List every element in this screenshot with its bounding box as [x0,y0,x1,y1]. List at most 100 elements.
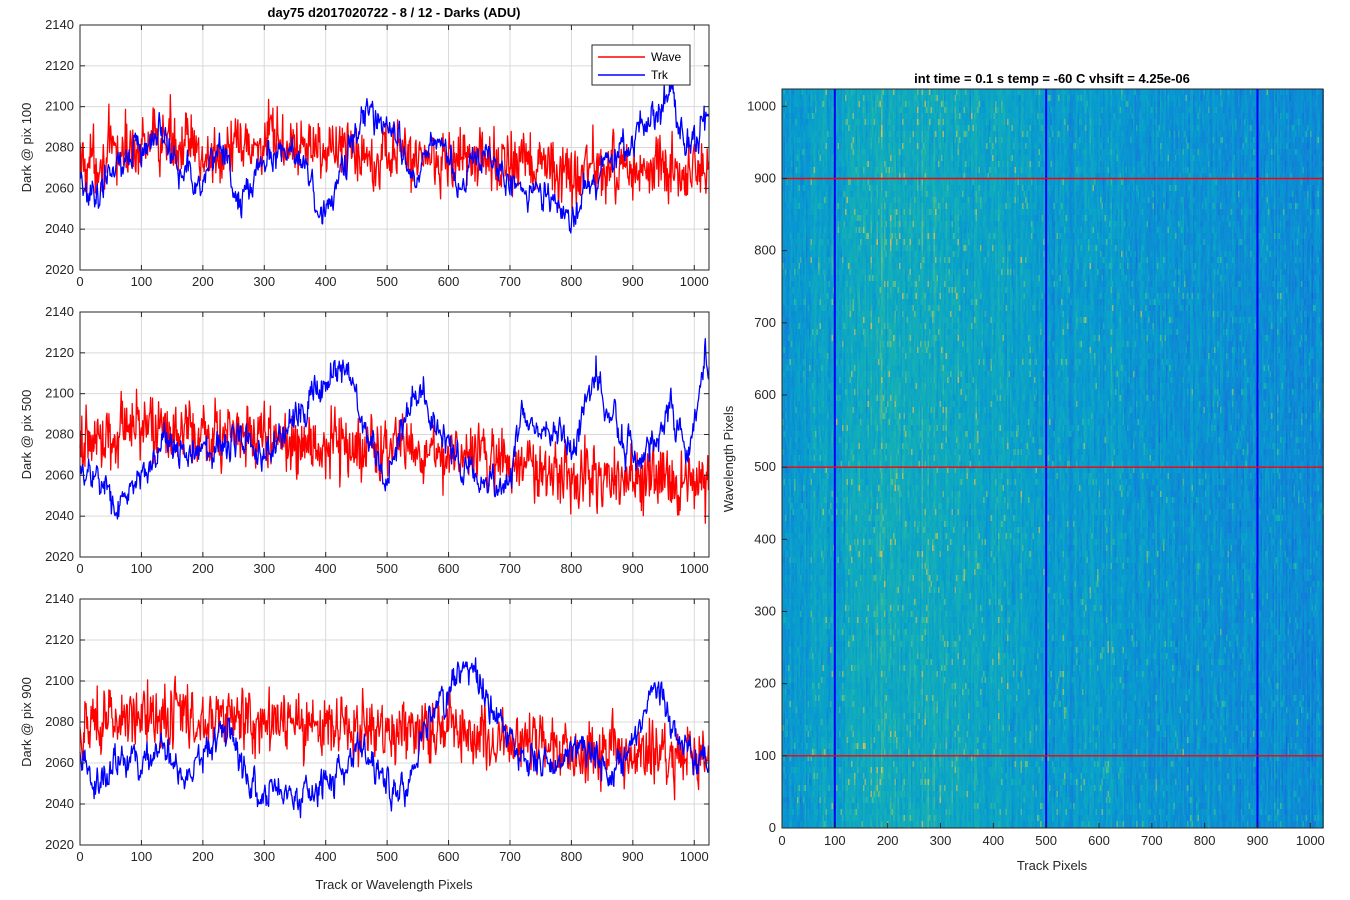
heatmap-cell [783,473,786,480]
heatmap-cell [798,641,801,648]
heatmap-cell [798,623,801,630]
heatmap-cell [782,497,784,504]
heatmap-cell [783,455,786,462]
heatmap-cell [800,125,802,132]
heatmap-cell [792,647,795,654]
heatmap-cell [785,179,787,186]
heatmap-cell [795,635,798,642]
heatmap-cell [794,509,796,516]
heatmap-cell [798,413,801,420]
heatmap-cell [791,551,793,558]
heatmap-cell [782,275,784,282]
heatmap-cell [786,683,789,690]
heatmap-cell [789,353,792,360]
heatmap-cell [791,155,793,162]
heatmap-cell [783,557,786,564]
heatmap-cell [782,131,784,138]
heatmap-cell [797,341,799,348]
heatmap-cell [792,659,795,666]
x-tick-label: 900 [622,849,644,864]
heatmap-cell [794,557,796,564]
heatmap-cell [785,221,787,228]
heatmap-cell [783,641,786,648]
heatmap-cell [786,185,789,192]
heatmap-cell [788,521,790,528]
heatmap-cell [795,515,798,522]
heatmap-cell [797,413,799,420]
heatmap-cell [786,113,789,120]
heatmap-cell [794,137,796,144]
heatmap-cell [783,593,786,600]
heatmap-cell [789,803,792,810]
heatmap-cell [789,455,792,462]
heatmap-cell [785,521,787,528]
heatmap-cell [795,551,798,558]
heatmap-cell [795,365,798,372]
heatmap-cell [786,131,789,138]
heatmap-cell [785,599,787,606]
heatmap-cell [792,89,795,96]
heatmap-cell [782,377,784,384]
heatmap-cell [798,749,801,756]
heatmap-cell [800,95,802,102]
heatmap-cell [782,161,784,168]
heatmap-cell [792,509,795,516]
heatmap-cell [791,515,793,522]
heatmap-cell [783,677,786,684]
heatmap-cell [783,773,786,780]
heatmap-cell [783,665,786,672]
heatmap-cell [794,287,796,294]
heatmap-cell [783,149,786,156]
heatmap-cell [791,779,793,786]
heatmap-cell [791,419,793,426]
heatmap-cell [788,155,790,162]
heatmap-cell [785,785,787,792]
heatmap-cell [795,665,798,672]
heatmap-cell [800,101,802,108]
heatmap-cell [791,761,793,768]
heatmap-cell [788,557,790,564]
heatmap-cell [791,245,793,252]
heatmap-cell [786,263,789,270]
heatmap-cell [786,545,789,552]
x-tick-label: 0 [76,849,83,864]
heatmap-cell [783,335,786,342]
heatmap-cell [782,743,784,750]
heatmap-cell [798,665,801,672]
heatmap-cell [792,173,795,180]
heatmap-cell [788,161,790,168]
heatmap-cell [786,329,789,336]
heatmap-cell [788,221,790,228]
heatmap-cell [795,143,798,150]
heatmap-cell [791,707,793,714]
heatmap-cell [791,113,793,120]
heatmap-cell [797,161,799,168]
heatmap-cell [792,353,795,360]
heatmap-cell [789,101,792,108]
heatmap-cell [783,227,786,234]
heatmap-cell [791,557,793,564]
heatmap-cell [798,335,801,342]
heatmap-cell [797,707,799,714]
heatmap-cell [783,521,786,528]
heatmap-cell [794,239,796,246]
heatmap-cell [797,233,799,240]
heatmap-cell [795,617,798,624]
heatmap-cell [782,221,784,228]
heatmap-cell [785,215,787,222]
heatmap-cell [798,533,801,540]
heatmap-cell [794,581,796,588]
heatmap-cell [783,437,786,444]
heatmap-cell [798,251,801,258]
heatmap-cell [795,479,798,486]
heatmap-cell [782,101,784,108]
heatmap-cell [783,539,786,546]
heatmap-cell [795,251,798,258]
heatmap-cell [791,629,793,636]
heatmap-cell [795,269,798,276]
heatmap-cell [792,791,795,798]
heatmap-cell [797,515,799,522]
heatmap-cell [789,413,792,420]
heatmap-cell [794,689,796,696]
